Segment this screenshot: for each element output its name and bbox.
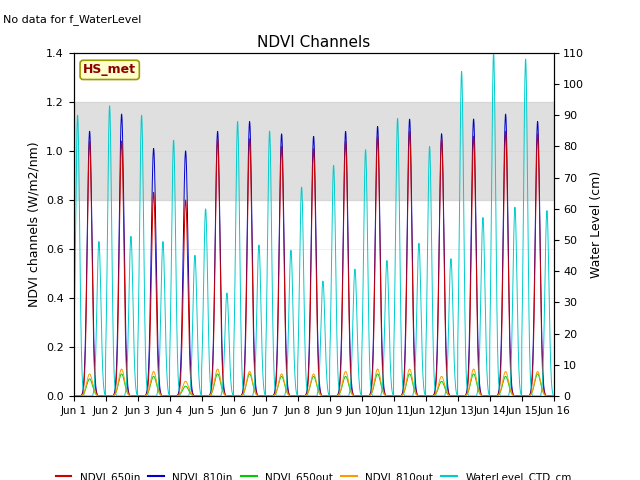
Text: HS_met: HS_met bbox=[83, 63, 136, 76]
Bar bbox=[74, 102, 554, 200]
Legend: NDVI_650in, NDVI_810in, NDVI_650out, NDVI_810out, WaterLevel_CTD_cm: NDVI_650in, NDVI_810in, NDVI_650out, NDV… bbox=[51, 468, 576, 480]
Title: NDVI Channels: NDVI Channels bbox=[257, 35, 370, 50]
Y-axis label: Water Level (cm): Water Level (cm) bbox=[590, 171, 603, 278]
Y-axis label: NDVI channels (W/m2/nm): NDVI channels (W/m2/nm) bbox=[28, 142, 40, 307]
Text: No data for f_WaterLevel: No data for f_WaterLevel bbox=[3, 14, 141, 25]
